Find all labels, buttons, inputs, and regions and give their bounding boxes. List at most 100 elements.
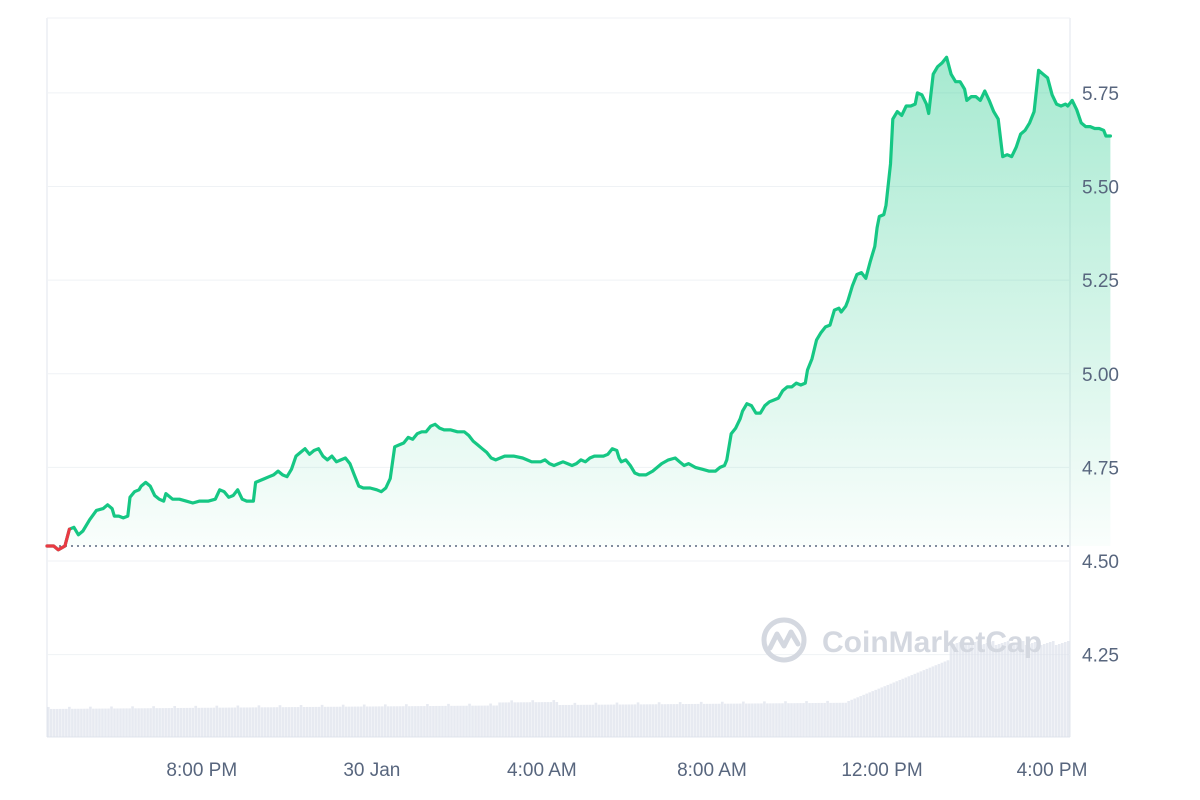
volume-bar — [549, 702, 553, 737]
volume-bar — [260, 707, 264, 737]
volume-bar — [59, 708, 62, 737]
volume-bar — [329, 706, 333, 737]
volume-bar — [928, 667, 932, 737]
volume-bar — [802, 703, 805, 737]
volume-bar — [871, 691, 875, 737]
volume-bar — [77, 708, 80, 737]
volume-bar — [185, 707, 189, 737]
volume-bar — [531, 700, 535, 737]
volume-bar — [621, 704, 625, 737]
volume-bar — [633, 704, 637, 737]
volume-bar — [832, 702, 835, 737]
price-area-fill — [47, 57, 1111, 550]
volume-bar — [155, 708, 158, 737]
volume-bar — [131, 706, 134, 737]
volume-bar — [266, 707, 270, 737]
volume-bar — [450, 705, 453, 737]
y-axis: 5.75 5.50 5.25 5.00 4.75 4.50 4.25 — [1082, 84, 1119, 667]
volume-bar — [209, 707, 213, 737]
volume-bar — [1042, 644, 1046, 737]
volume-bar — [83, 708, 86, 737]
volume-bar — [663, 704, 667, 737]
volume-bar — [414, 706, 417, 737]
volume-bar — [465, 705, 468, 737]
volume-bar — [86, 708, 89, 737]
y-tick-label: 5.75 — [1082, 84, 1119, 105]
volume-bar — [772, 703, 775, 737]
volume-bar — [56, 708, 59, 737]
volume-bar — [122, 708, 125, 737]
volume-bar — [567, 704, 571, 737]
volume-bar — [573, 702, 577, 737]
volume-bar — [693, 703, 697, 737]
volume-bar — [1000, 643, 1004, 737]
volume-bar — [311, 706, 315, 737]
volume-bar — [236, 705, 240, 737]
volume-bar — [672, 704, 676, 737]
x-axis: 8:00 PM 30 Jan 4:00 AM 8:00 AM 12:00 PM 4:00 … — [166, 760, 1087, 781]
volume-bar — [377, 706, 381, 737]
volume-bar — [305, 706, 309, 737]
volume-bar — [1030, 643, 1034, 737]
volume-bar — [754, 703, 757, 737]
volume-bar — [847, 701, 850, 737]
volume-bar — [790, 703, 793, 737]
volume-bar — [591, 704, 595, 737]
volume-bar — [730, 703, 733, 737]
volume-bar — [356, 706, 360, 737]
volume-bar — [702, 703, 706, 737]
volume-bar — [516, 702, 519, 737]
volume-bar — [588, 704, 592, 737]
volume-bar — [137, 708, 140, 737]
volume-bar — [95, 708, 98, 737]
volume-bar — [808, 703, 811, 737]
volume-bar — [423, 706, 426, 737]
y-tick-label: 4.25 — [1082, 646, 1119, 667]
volume-bar — [134, 708, 137, 737]
volume-bar — [104, 708, 107, 737]
volume-bar — [654, 704, 658, 737]
volume-bar — [850, 699, 853, 737]
volume-bar — [636, 702, 640, 737]
volume-bar — [110, 706, 113, 737]
volume-bar — [970, 643, 974, 737]
volume-bar — [350, 706, 354, 737]
volume-bar — [290, 707, 294, 737]
x-tick-label: 12:00 PM — [841, 760, 922, 781]
volume-bar — [600, 704, 604, 737]
volume-bar — [675, 704, 679, 737]
volume-bar — [1060, 643, 1064, 737]
volume-bar — [669, 704, 673, 737]
volume-bar — [642, 704, 646, 737]
volume-bar — [161, 708, 164, 737]
volume-bar — [314, 706, 318, 737]
price-line — [45, 55, 1112, 552]
volume-bar — [1057, 644, 1061, 737]
volume-bar — [841, 702, 844, 737]
volume-bar — [293, 707, 297, 737]
volume-bar — [203, 707, 207, 737]
volume-bar — [152, 706, 155, 737]
volume-bar — [212, 707, 216, 737]
volume-bar — [308, 706, 312, 737]
price-area — [47, 57, 1111, 550]
volume-bar — [368, 706, 372, 737]
volume-bar — [206, 707, 210, 737]
volume-bar — [332, 706, 336, 737]
volume-bar — [615, 702, 619, 737]
volume-bar — [973, 642, 977, 737]
volume-bar — [678, 702, 682, 737]
volume-bar — [594, 702, 598, 737]
volume-bar — [630, 704, 634, 737]
volume-bar — [883, 686, 887, 737]
volume-bar — [910, 675, 914, 737]
volume-bar — [648, 704, 652, 737]
volume-bar — [371, 706, 375, 737]
volume-bar — [829, 702, 832, 737]
volume-bar — [239, 707, 243, 737]
volume-bar — [486, 705, 489, 737]
volume-bar — [895, 681, 899, 737]
volume-bar — [233, 707, 237, 737]
volume-bar — [1024, 645, 1028, 737]
volume-bar — [952, 644, 956, 737]
